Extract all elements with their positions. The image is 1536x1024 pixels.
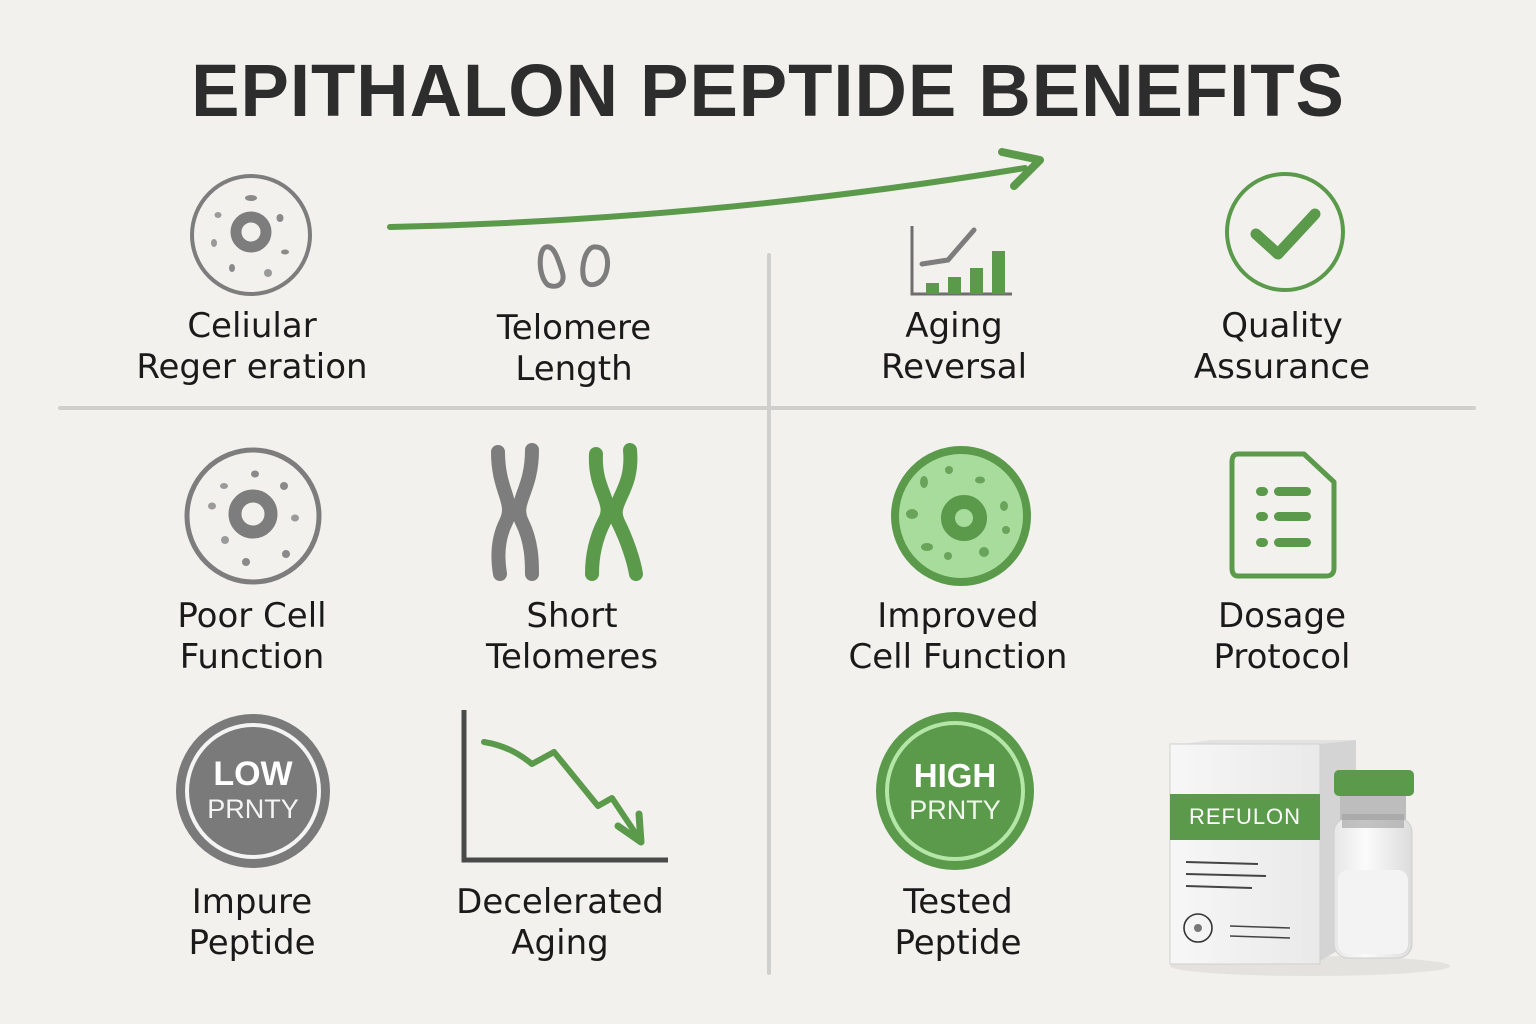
progress-arrow-icon (387, 148, 1044, 230)
badge-top-text: LOW (213, 755, 293, 793)
green-chromosome (585, 443, 643, 581)
label-short-telomeres: Short Telomeres (485, 596, 659, 677)
chromosomes-icon (491, 443, 643, 581)
label-cellular-regeneration: Celiular Reger eration (136, 306, 368, 387)
gray-cell-icon (184, 447, 322, 585)
label-impure-peptide: Impure Peptide (188, 882, 316, 963)
telomere-loops-icon (537, 244, 611, 289)
label-improved-cell-function: Improved Cell Function (848, 596, 1068, 677)
box-label: REFULON (1188, 804, 1302, 829)
label-decelerated-aging: Decelerated Aging (456, 882, 664, 963)
product-box-vial-icon: REFULON (1160, 730, 1450, 980)
low-purity-badge-icon: LOW PRNTY (174, 712, 332, 870)
vertical-divider (767, 253, 771, 975)
badge-bottom-text: PRNTY (207, 794, 299, 824)
badge-top-text: HIGH (913, 757, 997, 794)
label-aging-reversal: Aging Reversal (880, 306, 1028, 387)
label-telomere-length: Telomere Length (496, 308, 652, 389)
document-list-icon (1229, 451, 1337, 579)
page-title: EPITHALON PEPTIDE BENEFITS (191, 49, 1345, 132)
declining-chart-icon (461, 710, 668, 863)
check-circle-icon (1225, 172, 1345, 292)
bar-chart-rising-icon (910, 226, 1012, 296)
cell-icon (190, 174, 312, 296)
label-dosage-protocol: Dosage Protocol (1213, 596, 1351, 677)
green-cell-icon (891, 446, 1031, 586)
label-poor-cell-function: Poor Cell Function (177, 596, 327, 677)
label-tested-peptide: Tested Peptide (894, 882, 1022, 963)
high-purity-badge-icon: HIGH PRNTY (874, 710, 1036, 872)
gray-chromosome (491, 443, 539, 581)
badge-bottom-text: PRNTY (909, 795, 1001, 825)
label-quality-assurance: Quality Assurance (1193, 306, 1371, 387)
